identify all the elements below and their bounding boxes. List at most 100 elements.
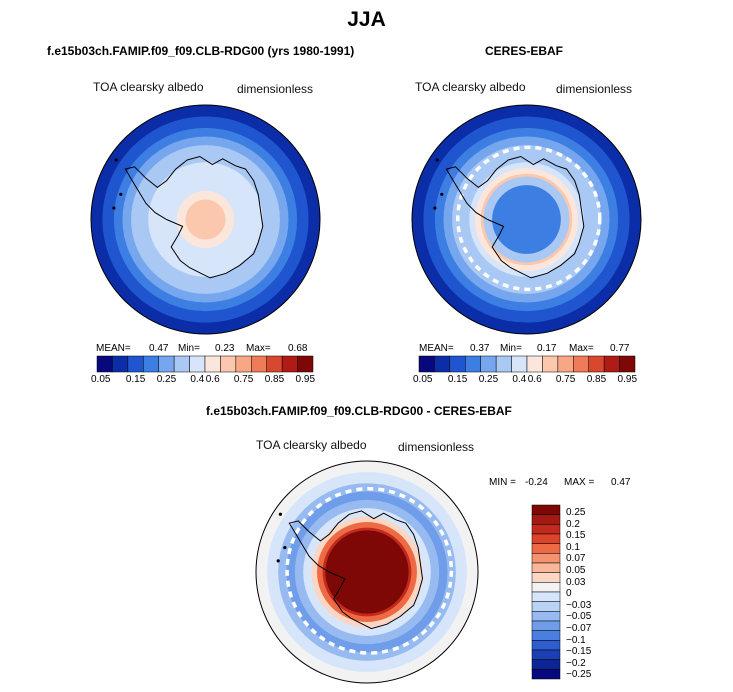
panel-3-min-label: MIN =	[489, 477, 516, 488]
colorbar-tick-label: 0.95	[295, 374, 316, 385]
colorbar-tick-label: 0.07	[566, 553, 586, 565]
map-ring	[492, 185, 561, 254]
colorbar-swatch	[143, 355, 159, 373]
panel-1-max-label: Max=	[246, 343, 271, 354]
island-mark	[283, 545, 287, 550]
colorbar-swatch	[434, 355, 451, 373]
dashed-ring	[285, 487, 454, 655]
dashed-ring	[456, 145, 602, 292]
panel-3-colorbar-ticks: 0.25 0.2 0.15 0.1 0.07 0.05 0.03 0 −0.03 −0.05 −0.…	[566, 505, 606, 681]
colorbar-swatch	[531, 524, 561, 535]
colorbar-swatch	[158, 355, 175, 373]
panel-3-variable: TOA clearsky albedo	[256, 438, 367, 452]
panel-1-units: dimensionless	[237, 82, 314, 96]
colorbar-swatch	[588, 355, 605, 373]
panel-3-colorbar	[531, 504, 561, 680]
antarctica-outline	[124, 155, 264, 279]
panel-1-variable: TOA clearsky albedo	[93, 80, 204, 94]
colorbar-tick-label: 0.4	[512, 374, 527, 385]
colorbar-swatch	[531, 533, 561, 544]
colorbar-swatch	[531, 543, 561, 554]
panel-1-title: f.e15b03ch.FAMIP.f09_f09.CLB-RDG00 (yrs …	[47, 44, 355, 58]
colorbar-swatch	[251, 355, 267, 373]
map-boundary	[90, 104, 321, 335]
panel-3-map	[255, 460, 479, 684]
colorbar-tick-label: 0.85	[264, 374, 285, 385]
panel-3-max-label: MAX =	[564, 477, 595, 488]
colorbar-swatch	[542, 355, 559, 373]
colorbar-tick-label: 0.1	[566, 541, 580, 553]
map-boundary	[411, 104, 642, 335]
antarctica-outline	[288, 510, 424, 630]
colorbar-swatch	[220, 355, 237, 373]
panel-2-units: dimensionless	[556, 82, 633, 96]
colorbar-swatch	[531, 649, 561, 660]
colorbar-swatch	[531, 611, 561, 622]
panel-2-colorbar-ticks: 0.05 0.15 0.25 0.4 0.6 0.75 0.85 0.95	[413, 374, 637, 388]
island-mark	[435, 158, 439, 162]
colorbar-swatch	[531, 630, 561, 641]
island-mark	[278, 512, 283, 516]
colorbar-swatch	[96, 355, 113, 373]
colorbar-tick-label: 0.75	[233, 374, 254, 385]
colorbar-tick-label: 0.05	[566, 565, 586, 576]
colorbar-tick-label: 0.75	[555, 374, 576, 385]
colorbar-tick-label: 0.85	[586, 374, 607, 385]
island-mark	[276, 559, 280, 563]
colorbar-swatch	[531, 640, 561, 651]
panel-2-mean-value: 0.37	[470, 343, 490, 354]
colorbar-tick-label: 0.25	[566, 507, 586, 518]
colorbar-tick-label: −0.03	[566, 599, 592, 611]
map-ring	[194, 208, 217, 231]
panel-3-max-value: 0.47	[611, 477, 631, 488]
colorbar-swatch	[281, 355, 298, 373]
colorbar-tick-label: 0.03	[566, 576, 586, 588]
colorbar-swatch	[531, 601, 561, 612]
colorbar-tick-label: −0.25	[566, 669, 592, 681]
colorbar-swatch	[204, 355, 221, 373]
colorbar-swatch	[418, 355, 435, 373]
colorbar-tick-label: −0.07	[566, 623, 592, 634]
colorbar-swatch	[112, 355, 129, 373]
colorbar-swatch	[557, 355, 574, 373]
panel-2-max-value: 0.77	[610, 343, 630, 354]
panel-2-variable: TOA clearsky albedo	[415, 80, 526, 94]
colorbar-swatch	[465, 355, 481, 373]
panel-3-min-value: -0.24	[525, 477, 548, 488]
colorbar-swatch	[531, 572, 561, 583]
colorbar-tick-label: 0.25	[478, 374, 499, 385]
panel-1-colorbar	[96, 355, 314, 373]
colorbar-tick-label: 0.4	[190, 374, 205, 385]
colorbar-tick-label: 0.05	[412, 374, 433, 385]
colorbar-swatch	[531, 591, 561, 602]
colorbar-swatch	[531, 553, 561, 564]
panel-2-map	[411, 104, 642, 335]
panel-2-min-label: Min=	[500, 343, 522, 354]
colorbar-swatch	[266, 355, 283, 373]
island-mark	[433, 206, 437, 210]
map-ring	[325, 530, 409, 614]
panel-1-min-value: 0.23	[215, 343, 235, 354]
panel-2-max-label: Max=	[569, 343, 594, 354]
colorbar-swatch	[449, 355, 466, 373]
colorbar-tick-label: 0.6	[527, 374, 542, 385]
colorbar-tick-label: 0.15	[566, 530, 586, 542]
page-title: JJA	[347, 8, 386, 31]
panel-3-title: f.e15b03ch.FAMIP.f09_f09.CLB-RDG00 - CER…	[206, 404, 512, 418]
panel-2-title: CERES-EBAF	[485, 44, 564, 58]
colorbar-swatch	[511, 355, 528, 373]
island-mark	[119, 192, 123, 196]
colorbar-tick-label: 0.2	[566, 518, 580, 530]
panel-1-map	[90, 104, 321, 335]
colorbar-swatch	[531, 669, 561, 680]
island-mark	[112, 206, 116, 210]
panel-1-mean-value: 0.47	[149, 343, 169, 354]
colorbar-swatch	[127, 355, 144, 373]
colorbar-swatch	[531, 562, 561, 573]
panel-2-min-value: 0.17	[537, 343, 557, 354]
colorbar-swatch	[531, 514, 561, 525]
colorbar-tick-label: 0.25	[156, 374, 177, 385]
colorbar-swatch	[603, 355, 620, 373]
panel-1-colorbar-ticks: 0.05 0.15 0.25 0.4 0.6 0.75 0.85 0.95	[91, 374, 316, 388]
colorbar-tick-label: 0	[566, 588, 572, 600]
